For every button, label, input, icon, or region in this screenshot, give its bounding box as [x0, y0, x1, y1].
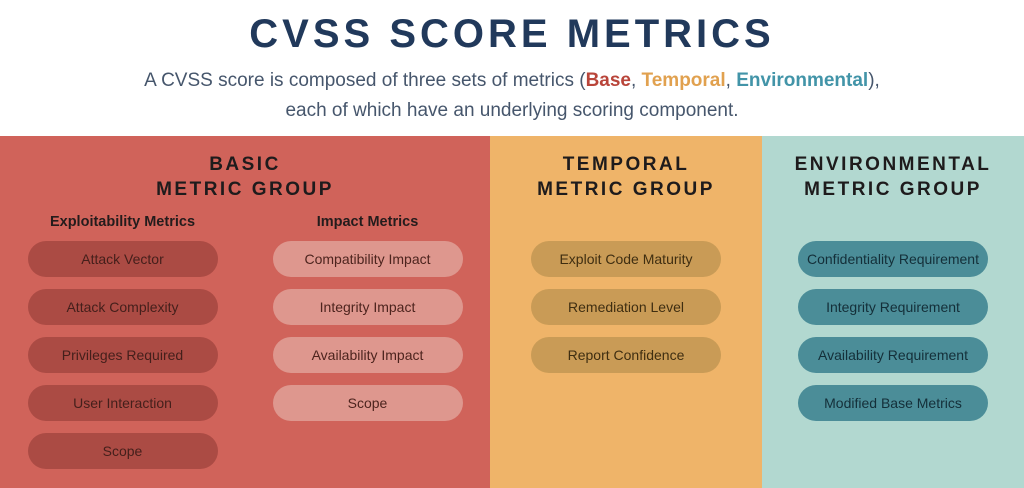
pill-availability-impact: Availability Impact — [272, 337, 463, 373]
environmental-group-title-line2: METRIC GROUP — [804, 179, 982, 200]
pill-integrity-requirement: Integrity Requirement — [798, 289, 988, 325]
impact-column: Impact Metrics Compatibility Impact Inte… — [245, 212, 490, 481]
pill-remediation-level: Remediation Level — [531, 289, 721, 325]
subtitle-line-2: each of which have an underlying scoring… — [285, 100, 739, 121]
environmental-group-title-line1: ENVIRONMENTAL — [794, 154, 992, 175]
subtitle: A CVSS score is composed of three sets o… — [0, 66, 1024, 126]
exploitability-column: Exploitability Metrics Attack Vector Att… — [0, 212, 245, 481]
impact-metrics-header: Impact Metrics — [316, 214, 419, 230]
environmental-group-title: ENVIRONMENTAL METRIC GROUP — [762, 152, 1024, 202]
pill-attack-complexity: Attack Complexity — [27, 289, 218, 325]
base-word: Base — [585, 70, 631, 91]
pill-scope-impact: Scope — [272, 385, 463, 421]
pill-exploit-code-maturity: Exploit Code Maturity — [531, 241, 721, 277]
temporal-group-title-line2: METRIC GROUP — [537, 179, 715, 200]
pill-privileges-required: Privileges Required — [27, 337, 218, 373]
basic-metric-group-panel: BASIC METRIC GROUP Exploitability Metric… — [0, 136, 490, 488]
subtitle-line-1: A CVSS score is composed of three sets o… — [0, 66, 1024, 96]
basic-group-title-line1: BASIC — [209, 154, 281, 175]
pill-availability-requirement: Availability Requirement — [798, 337, 988, 373]
subtitle-prefix: A CVSS score is composed of three sets o… — [144, 70, 586, 91]
pill-modified-base-metrics: Modified Base Metrics — [798, 385, 988, 421]
basic-group-title-line2: METRIC GROUP — [156, 179, 334, 200]
exploitability-metrics-header: Exploitability Metrics — [49, 214, 196, 230]
pill-compatibility-impact: Compatibility Impact — [272, 241, 463, 277]
subtitle-sep2: , — [725, 70, 737, 91]
page-title: CVSS SCORE METRICS — [249, 12, 775, 56]
header: CVSS SCORE METRICS A CVSS score is compo… — [0, 0, 1024, 136]
pill-attack-vector: Attack Vector — [27, 241, 218, 277]
temporal-spacer — [490, 212, 762, 241]
pill-integrity-impact: Integrity Impact — [272, 289, 463, 325]
pill-user-interaction: User Interaction — [27, 385, 218, 421]
pill-confidentiality-requirement: Confidentiality Requirement — [798, 241, 988, 277]
metric-group-panels: BASIC METRIC GROUP Exploitability Metric… — [0, 136, 1024, 488]
temporal-group-title: TEMPORAL METRIC GROUP — [490, 152, 762, 202]
subtitle-suffix: ), — [868, 70, 880, 91]
environmental-word: Environmental — [736, 70, 869, 91]
basic-group-title: BASIC METRIC GROUP — [0, 152, 490, 202]
pill-report-confidence: Report Confidence — [531, 337, 721, 373]
temporal-metric-group-panel: TEMPORAL METRIC GROUP Exploit Code Matur… — [490, 136, 762, 488]
pill-scope-exploitability: Scope — [27, 433, 218, 469]
environmental-metric-group-panel: ENVIRONMENTAL METRIC GROUP Confidentiali… — [762, 136, 1024, 488]
environmental-spacer — [762, 212, 1024, 241]
subtitle-sep1: , — [630, 70, 642, 91]
basic-columns: Exploitability Metrics Attack Vector Att… — [0, 212, 490, 481]
temporal-group-title-line1: TEMPORAL — [562, 154, 690, 175]
temporal-word: Temporal — [641, 70, 726, 91]
